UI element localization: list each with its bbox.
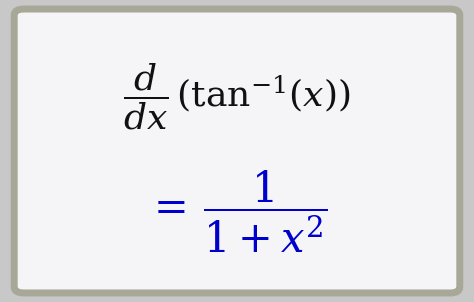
Text: $=\,\dfrac{1}{1+x^{2}}$: $=\,\dfrac{1}{1+x^{2}}$ (146, 168, 328, 255)
FancyBboxPatch shape (14, 9, 460, 293)
Text: $\dfrac{d}{dx}\,\left(\mathrm{tan}^{-1}(x)\right)$: $\dfrac{d}{dx}\,\left(\mathrm{tan}^{-1}(… (123, 62, 351, 132)
